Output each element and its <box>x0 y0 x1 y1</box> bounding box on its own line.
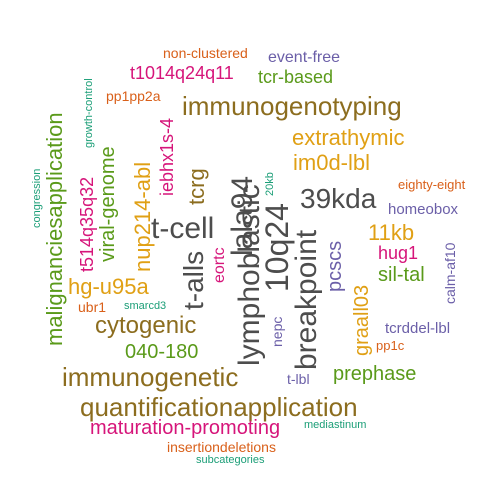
word-insertiondeletions: insertiondeletions <box>167 439 276 455</box>
word-tcrddel-lbl: tcrddel-lbl <box>385 320 451 337</box>
word-tcr-based: tcr-based <box>258 67 334 87</box>
word-tcrg: tcrg <box>184 168 209 205</box>
word-nup214-abl: nup214-abl <box>130 161 155 272</box>
word-iebhx1s-4: iebhx1s-4 <box>157 117 177 196</box>
word-pcscs: pcscs <box>324 240 346 292</box>
word-hug1: hug1 <box>378 243 419 263</box>
word-nepc: nepc <box>269 316 285 347</box>
word-mediastinum: mediastinum <box>304 419 367 431</box>
word-maturation-promoting: maturation-promoting <box>90 417 281 439</box>
word-10q24: 10q24 <box>259 203 295 292</box>
word-eortc: eortc <box>211 247 228 283</box>
word-pp1c: pp1c <box>376 338 405 353</box>
word-breakpoint: breakpoint <box>290 229 323 370</box>
word-subcategories: subcategories <box>196 454 265 466</box>
word-t-cell: t-cell <box>151 212 215 245</box>
word-graall03: graall03 <box>351 284 373 356</box>
word-im0d-lbl: im0d-lbl <box>293 150 371 175</box>
word-cytogenic: cytogenic <box>95 312 197 339</box>
word-homeobox: homeobox <box>388 201 459 218</box>
word-pp1pp2a: pp1pp2a <box>106 88 161 104</box>
word-hg-u95a: hg-u95a <box>68 274 149 299</box>
word-extrathymic: extrathymic <box>292 125 405 150</box>
word-11kb: 11kb <box>368 220 415 245</box>
word-non-clustered: non-clustered <box>163 45 248 61</box>
word-calm-af10: calm-af10 <box>442 242 458 304</box>
word-congression: congression <box>31 168 43 228</box>
word-39kda: 39kda <box>300 183 377 214</box>
word-20kb: 20kb <box>264 172 276 196</box>
word-malignanciesapplication: malignanciesapplication <box>42 112 67 346</box>
word-040-180: 040-180 <box>125 341 199 363</box>
word-smarcd3: smarcd3 <box>124 300 167 312</box>
word-prephase: prephase <box>333 363 417 385</box>
word-eighty-eight: eighty-eight <box>398 177 466 192</box>
word-ubr1: ubr1 <box>78 299 107 315</box>
word-quantificationapplication: quantificationapplication <box>80 392 358 422</box>
word-immunogenotyping: immunogenotyping <box>182 91 402 121</box>
word-sil-tal: sil-tal <box>378 264 425 286</box>
word-immunogenetic: immunogenetic <box>62 362 239 392</box>
word-t514q35q32: t514q35q32 <box>77 176 97 272</box>
word-t-lbl: t-lbl <box>287 371 310 387</box>
word-growth-control: growth-control <box>83 78 95 148</box>
word-event-free: event-free <box>268 49 341 66</box>
word-t1014q24q11: t1014q24q11 <box>130 63 234 83</box>
word-lala94: lala94 <box>226 175 259 256</box>
word-t-alls: t-alls <box>178 250 209 310</box>
word-viral-genome: viral-genome <box>97 146 119 262</box>
